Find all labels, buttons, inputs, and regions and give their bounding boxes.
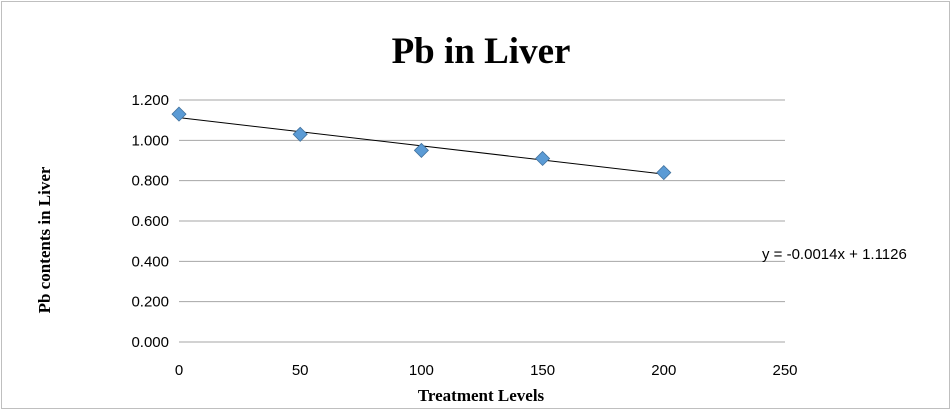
data-points (171, 106, 672, 181)
x-tick-label: 100 (409, 362, 434, 379)
x-axis-ticks: 0 50 100 150 200 250 (175, 362, 798, 379)
trendline-equation: y = -0.0014x + 1.1126 (762, 246, 907, 263)
y-tick-label: 0.000 (131, 334, 169, 351)
x-tick-label: 250 (772, 362, 797, 379)
y-tick-label: 0.400 (131, 253, 169, 270)
x-tick-label: 50 (292, 362, 309, 379)
y-axis-title: Pb contents in Liver (35, 166, 54, 313)
y-tick-label: 0.800 (131, 173, 169, 190)
data-point (413, 142, 429, 158)
data-point (535, 150, 551, 167)
chart-title: Pb in Liver (392, 31, 571, 72)
x-tick-label: 0 (175, 362, 183, 379)
y-axis-ticks: 0.000 0.200 0.400 0.600 0.800 1.000 1.200 (131, 92, 169, 351)
data-point (171, 106, 187, 122)
x-tick-label: 150 (530, 362, 555, 379)
y-tick-label: 0.600 (131, 213, 169, 230)
data-point (656, 165, 672, 181)
y-tick-label: 1.000 (131, 132, 169, 149)
gridlines (179, 99, 785, 343)
y-tick-label: 0.200 (131, 294, 169, 311)
x-tick-label: 200 (651, 362, 676, 379)
y-tick-label: 1.200 (131, 92, 169, 109)
x-axis-title: Treatment Levels (418, 386, 545, 405)
data-point (292, 126, 308, 142)
